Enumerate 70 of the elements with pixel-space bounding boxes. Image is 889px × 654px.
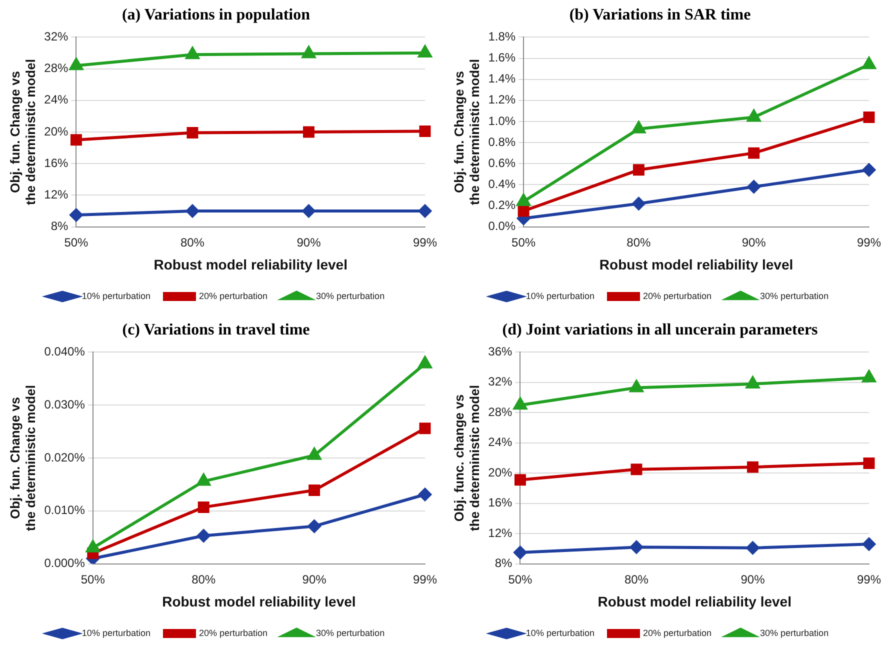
y-tick-label: 0.6% xyxy=(488,156,516,170)
legend-label: 20% perturbation xyxy=(642,290,712,301)
y-tick-label: 8% xyxy=(494,556,513,570)
x-tick-label: 99% xyxy=(412,572,438,586)
x-tick-label: 90% xyxy=(302,572,327,586)
x-tick-label: 50% xyxy=(508,572,533,586)
legend-label: 30% perturbation xyxy=(316,628,385,638)
legend-label: 20% perturbation xyxy=(198,628,268,638)
legend-label: 20% perturbation xyxy=(642,628,712,638)
y-axis-title: Obj. fun. Change vs the deterministic model xyxy=(7,385,38,531)
y-tick-label: 0.030% xyxy=(44,397,86,412)
y-tick-label: 24% xyxy=(488,435,513,450)
x-tick-label: 80% xyxy=(624,572,649,586)
x-axis-title: Robust model reliability level xyxy=(154,256,348,272)
legend-label: 30% perturbation xyxy=(760,290,829,301)
x-axis-title: Robust model reliability level xyxy=(598,593,792,610)
legend-label: 30% perturbation xyxy=(316,290,385,301)
y-tick-label: 0.4% xyxy=(488,176,516,191)
chart-title: (d) Joint variations in all uncerain parameters xyxy=(502,322,818,339)
y-tick-label: 1.0% xyxy=(488,114,516,128)
chart-title: (c) Variations in travel time xyxy=(122,322,310,339)
y-tick-label: 16% xyxy=(44,156,69,170)
y-tick-label: 12% xyxy=(44,188,69,202)
y-tick-label: 1.2% xyxy=(488,92,516,107)
x-tick-label: 99% xyxy=(856,235,882,250)
legend-label: 10% perturbation xyxy=(82,290,150,301)
y-tick-label: 0.8% xyxy=(488,134,516,149)
legend-label: 20% perturbation xyxy=(198,290,268,301)
y-tick-label: 0.000% xyxy=(44,556,86,570)
y-tick-label: 1.6% xyxy=(488,50,516,65)
y-tick-label: 20% xyxy=(44,124,69,138)
y-tick-label: 28% xyxy=(488,404,513,419)
x-tick-label: 50% xyxy=(80,572,106,586)
y-tick-label: 20% xyxy=(488,465,513,480)
y-tick-label: 0.0% xyxy=(488,219,516,234)
y-tick-label: 0.010% xyxy=(44,503,86,518)
y-tick-label: 32% xyxy=(44,30,69,44)
x-axis-title: Robust model reliability level xyxy=(162,593,356,610)
y-tick-label: 1.8% xyxy=(488,30,516,44)
x-tick-label: 90% xyxy=(742,235,766,250)
y-axis-title: Obj. fun. Change vs the deterministic model xyxy=(451,59,482,205)
y-tick-label: 16% xyxy=(488,496,513,510)
x-tick-label: 50% xyxy=(64,235,89,250)
legend-label: 10% perturbation xyxy=(82,628,150,638)
x-tick-label: 50% xyxy=(512,235,536,250)
x-tick-label: 90% xyxy=(740,572,766,586)
y-tick-label: 1.4% xyxy=(488,72,516,86)
legend-label: 10% perturbation xyxy=(526,628,594,638)
chart-title: (b) Variations in SAR time xyxy=(569,6,751,24)
y-tick-label: 0.040% xyxy=(44,344,86,359)
y-axis-title: Obj. func. change vs the deterministic model xyxy=(451,385,482,531)
legend-label: 10% perturbation xyxy=(526,290,594,301)
x-tick-label: 90% xyxy=(296,235,322,250)
chart-title: (a) Variations in population xyxy=(122,6,310,24)
y-tick-label: 0.2% xyxy=(488,198,516,212)
y-tick-label: 0.020% xyxy=(44,450,86,464)
x-tick-label: 80% xyxy=(180,235,205,250)
y-tick-label: 28% xyxy=(44,61,69,76)
y-tick-label: 12% xyxy=(488,526,513,540)
y-tick-label: 36% xyxy=(488,344,513,359)
legend-label: 30% perturbation xyxy=(760,628,829,638)
x-axis-title: Robust model reliability level xyxy=(599,256,794,272)
x-tick-label: 80% xyxy=(626,235,652,250)
x-tick-label: 99% xyxy=(412,235,438,250)
y-tick-label: 8% xyxy=(50,219,69,234)
x-tick-label: 80% xyxy=(192,572,216,586)
y-axis-title: Obj. fun. Change vs the deterministic model xyxy=(7,59,38,205)
y-tick-label: 32% xyxy=(488,374,513,389)
x-tick-label: 99% xyxy=(856,572,882,586)
y-tick-label: 24% xyxy=(44,92,69,107)
